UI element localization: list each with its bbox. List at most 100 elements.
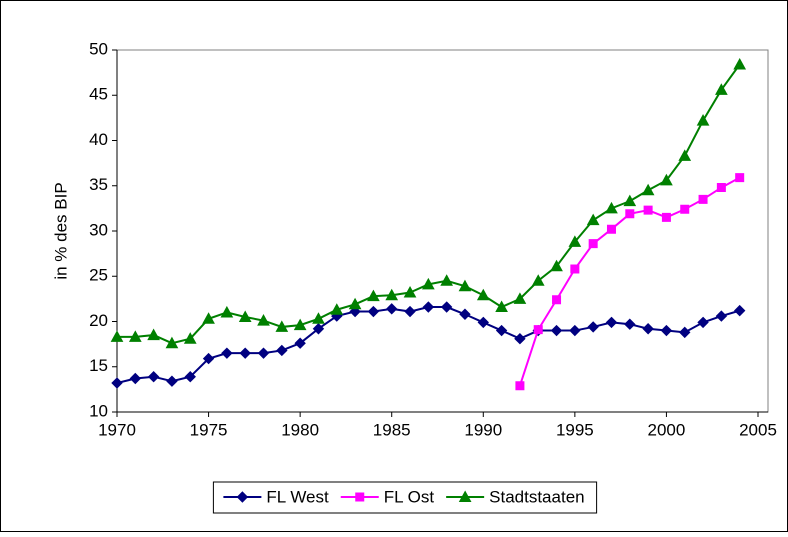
x-tick-label: 1995: [556, 420, 594, 439]
y-tick-label: 10: [89, 401, 108, 420]
marker: [552, 295, 562, 305]
y-tick-label: 15: [89, 356, 108, 375]
marker: [440, 301, 453, 313]
marker: [386, 303, 398, 315]
y-tick-label: 45: [89, 85, 108, 104]
marker: [257, 314, 270, 326]
marker: [696, 114, 710, 126]
marker: [458, 279, 472, 292]
marker: [605, 201, 618, 214]
marker: [605, 316, 618, 329]
marker: [385, 288, 399, 301]
marker: [550, 324, 563, 337]
marker: [458, 490, 472, 502]
x-tick-label: 1970: [98, 420, 136, 439]
marker: [184, 370, 196, 383]
marker: [495, 300, 508, 313]
marker: [110, 330, 124, 342]
marker: [236, 491, 249, 503]
marker: [660, 173, 673, 186]
marker: [569, 324, 581, 337]
legend: FL West FL Ost Stadtstaaten: [212, 481, 598, 514]
marker: [165, 336, 179, 349]
marker: [533, 325, 543, 335]
marker: [355, 492, 365, 502]
marker: [166, 375, 178, 387]
marker: [183, 332, 197, 344]
marker: [202, 352, 215, 365]
x-tick-label: 1975: [190, 420, 228, 439]
marker: [550, 259, 563, 272]
marker: [513, 292, 527, 304]
marker: [477, 316, 489, 329]
marker: [239, 347, 251, 359]
marker: [606, 224, 616, 234]
marker: [680, 204, 690, 214]
x-tick-label: 1980: [281, 420, 319, 439]
y-tick-label: 25: [89, 266, 108, 285]
marker: [715, 310, 728, 322]
marker: [404, 305, 416, 318]
marker: [367, 289, 380, 302]
marker: [735, 173, 745, 183]
y-tick-label: 40: [89, 130, 108, 149]
marker: [679, 326, 691, 339]
marker: [294, 337, 306, 349]
marker: [257, 347, 270, 359]
marker: [733, 57, 747, 70]
marker: [220, 305, 234, 318]
marker: [678, 149, 692, 161]
marker: [643, 205, 653, 215]
x-tick-label: 1985: [373, 420, 411, 439]
marker: [238, 310, 252, 322]
marker: [733, 304, 746, 317]
marker: [129, 372, 142, 385]
x-tick-label: 2000: [648, 420, 686, 439]
x-tick-label: 2005: [739, 420, 777, 439]
marker: [348, 297, 362, 310]
marker: [660, 324, 673, 337]
legend-box: [212, 481, 598, 514]
marker: [476, 288, 490, 301]
marker: [147, 328, 160, 341]
y-tick-label: 30: [89, 220, 108, 239]
marker: [588, 239, 598, 249]
marker: [421, 277, 435, 290]
marker: [275, 320, 289, 332]
marker: [128, 330, 142, 342]
marker: [568, 235, 582, 247]
marker: [514, 332, 526, 345]
legend-label: FL West: [266, 487, 329, 506]
marker: [641, 183, 655, 196]
marker: [495, 324, 508, 337]
y-axis-label: in % des BIP: [51, 182, 70, 279]
marker: [531, 274, 545, 286]
marker: [698, 194, 708, 204]
marker: [624, 318, 636, 330]
marker: [459, 308, 471, 320]
marker: [623, 194, 637, 207]
marker: [276, 344, 288, 357]
marker: [570, 264, 580, 274]
marker: [312, 323, 325, 335]
y-tick-label: 35: [89, 175, 108, 194]
marker: [697, 316, 709, 329]
y-tick-label: 50: [89, 39, 108, 58]
marker: [440, 274, 454, 286]
marker: [147, 370, 160, 383]
marker: [661, 212, 671, 222]
marker: [330, 303, 344, 315]
marker: [293, 318, 307, 331]
marker: [587, 321, 599, 333]
marker: [403, 286, 417, 298]
marker: [625, 209, 635, 219]
marker: [422, 301, 435, 313]
marker: [202, 312, 215, 324]
marker: [312, 312, 325, 324]
marker: [367, 305, 380, 318]
marker: [515, 381, 525, 391]
marker: [642, 323, 654, 335]
marker: [715, 83, 728, 95]
marker: [586, 213, 600, 226]
